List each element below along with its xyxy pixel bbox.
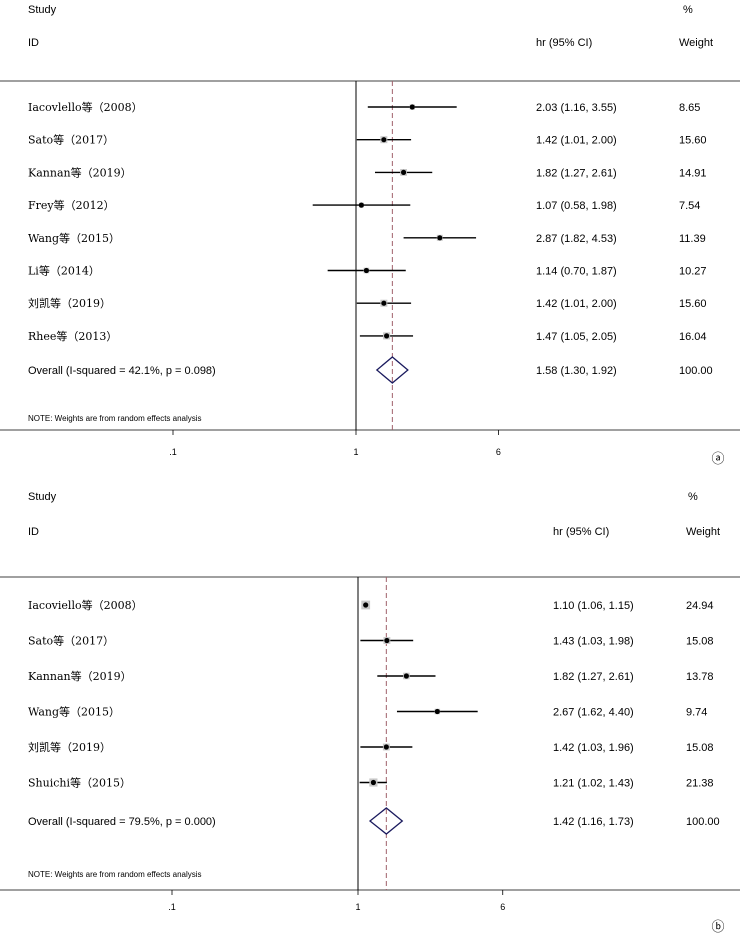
study-ci-text: 1.21 (1.02, 1.43)	[553, 778, 634, 790]
study-point-estimate	[403, 673, 409, 679]
forest-panel-b: Study ID hr (95% CI)% Weight Iacoviello等（200…	[0, 491, 740, 935]
study-point-estimate	[409, 104, 415, 110]
study-weight-text: 10.27	[679, 266, 707, 278]
study-point-estimate	[363, 602, 369, 608]
study-label: Li等（2014）	[28, 264, 100, 278]
x-tick-label: .1	[169, 447, 177, 457]
panel-label: ⓑ	[711, 920, 724, 935]
study-point-estimate	[400, 169, 407, 175]
study-ci-text: 2.67 (1.62, 4.40)	[553, 707, 634, 719]
study-point-estimate	[381, 300, 387, 306]
study-ci-text: 1.82 (1.27, 2.61)	[536, 167, 617, 179]
x-tick-label: 1	[353, 447, 358, 457]
study-point-estimate	[358, 202, 364, 208]
study-weight-text: 24.94	[686, 600, 714, 612]
x-tick-label: 6	[500, 902, 505, 912]
study-label: 刘凯等（2019）	[28, 740, 111, 754]
header-weight: Weight	[679, 37, 713, 49]
study-ci-text: 1.42 (1.01, 2.00)	[536, 135, 617, 147]
study-ci-text: 2.03 (1.16, 3.55)	[536, 102, 617, 114]
study-label: Iacoviello等（2008）	[28, 598, 143, 612]
panel-label: ⓐ	[711, 452, 724, 467]
study-weight-text: 21.38	[686, 778, 714, 790]
header-hr-ci: hr (95% CI)	[536, 37, 592, 49]
study-weight-text: 14.91	[679, 167, 707, 179]
study-label: Iacovlello等（2008）	[28, 100, 143, 114]
header-weight: Weight	[686, 526, 720, 538]
header-study: Study	[28, 4, 57, 16]
study-ci-text: 1.14 (0.70, 1.87)	[536, 266, 617, 278]
study-label: Frey等（2012）	[28, 198, 115, 212]
study-weight-text: 13.78	[686, 671, 714, 683]
study-point-estimate	[370, 779, 376, 786]
study-ci-text: 1.43 (1.03, 1.98)	[553, 636, 634, 648]
weights-note: NOTE: Weights are from random effects an…	[28, 414, 202, 423]
study-label: 刘凯等（2019）	[28, 296, 111, 310]
study-weight-text: 8.65	[679, 102, 700, 114]
study-weight-text: 15.08	[686, 742, 714, 754]
study-point-estimate	[381, 137, 387, 143]
study-point-estimate	[384, 333, 390, 339]
header-percent: %	[683, 4, 693, 16]
study-weight-text: 7.54	[679, 200, 700, 212]
study-ci-text: 2.87 (1.82, 4.53)	[536, 233, 617, 245]
study-label: Kannan等（2019）	[28, 165, 132, 179]
overall-diamond	[375, 356, 409, 384]
x-tick-label: 6	[496, 447, 501, 457]
header-hr-ci: hr (95% CI)	[553, 526, 609, 538]
overall-label: Overall (I-squared = 79.5%, p = 0.000)	[28, 816, 216, 828]
study-ci-text: 1.42 (1.03, 1.96)	[553, 742, 634, 754]
overall-label: Overall (I-squared = 42.1%, p = 0.098)	[28, 365, 216, 377]
overall-weight-text: 100.00	[679, 365, 713, 377]
weights-note: NOTE: Weights are from random effects an…	[28, 870, 202, 879]
study-label: Wang等（2015）	[28, 705, 120, 719]
study-point-estimate	[384, 637, 390, 644]
study-point-estimate	[363, 267, 370, 274]
study-point-estimate	[434, 708, 440, 715]
study-label: Shuichi等（2015）	[28, 776, 131, 790]
study-ci-text: 1.10 (1.06, 1.15)	[553, 600, 634, 612]
study-weight-text: 9.74	[686, 707, 707, 719]
study-ci-text: 1.47 (1.05, 2.05)	[536, 331, 617, 343]
study-weight-text: 15.08	[686, 636, 714, 648]
study-weight-text: 15.60	[679, 135, 707, 147]
x-tick-label: .1	[168, 902, 176, 912]
header-study: Study	[28, 491, 57, 503]
study-point-estimate	[383, 744, 389, 750]
overall-weight-text: 100.00	[686, 816, 720, 828]
study-label: Rhee等（2013）	[28, 329, 117, 343]
overall-ci-text: 1.42 (1.16, 1.73)	[553, 816, 634, 828]
study-ci-text: 1.07 (0.58, 1.98)	[536, 200, 617, 212]
study-ci-text: 1.82 (1.27, 2.61)	[553, 671, 634, 683]
study-label: Wang等（2015）	[28, 231, 120, 245]
header-percent: %	[688, 491, 698, 503]
forest-panel-a: Study ID hr (95% CI)% Weight Iacovlello等（200…	[0, 4, 740, 467]
overall-ci-text: 1.58 (1.30, 1.92)	[536, 365, 617, 377]
study-label: Kannan等（2019）	[28, 669, 132, 683]
study-weight-text: 11.39	[679, 233, 706, 245]
overall-diamond	[368, 807, 404, 835]
study-label: Sato等（2017）	[28, 634, 114, 648]
header-id: ID	[28, 37, 39, 49]
header-id: ID	[28, 526, 39, 538]
study-ci-text: 1.42 (1.01, 2.00)	[536, 298, 617, 310]
study-point-estimate	[437, 235, 443, 241]
study-weight-text: 16.04	[679, 331, 707, 343]
x-tick-label: 1	[355, 902, 360, 912]
study-label: Sato等（2017）	[28, 133, 114, 147]
study-weight-text: 15.60	[679, 298, 707, 310]
